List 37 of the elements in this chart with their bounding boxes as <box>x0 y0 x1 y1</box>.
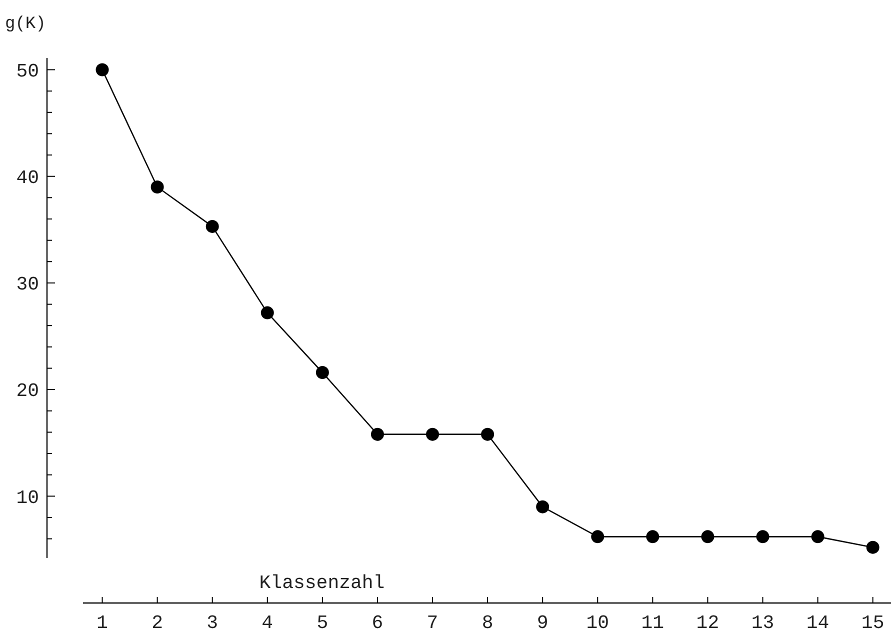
point <box>701 530 714 544</box>
point <box>591 530 604 544</box>
x-tick-label: 3 <box>206 612 218 634</box>
point <box>206 220 219 233</box>
x-tick-label: 15 <box>861 612 884 634</box>
point <box>756 530 770 544</box>
x-tick-label: 9 <box>536 612 548 634</box>
point <box>481 428 494 441</box>
y-tick-label: 10 <box>16 486 39 509</box>
point <box>96 63 109 76</box>
x-axis-title: Klassenzahl <box>259 572 385 594</box>
x-tick-label: 10 <box>586 612 610 634</box>
point <box>426 428 440 441</box>
x-tick-label: 13 <box>751 612 774 634</box>
x-tick-label: 12 <box>696 612 720 634</box>
y-tick-label: 20 <box>16 380 39 402</box>
x-tick-label: 8 <box>482 612 494 634</box>
x-tick-label: 2 <box>152 612 164 634</box>
x-tick-label: 7 <box>426 612 438 634</box>
x-tick-label: 5 <box>316 612 328 634</box>
point <box>370 428 384 441</box>
x-tick-label: 11 <box>641 612 664 634</box>
x-tick-label: 4 <box>262 612 274 634</box>
point <box>811 530 824 544</box>
y-tick-label: 50 <box>16 60 39 82</box>
point <box>150 180 164 194</box>
y-tick-label: 30 <box>16 274 39 296</box>
x-tick-label: 14 <box>806 612 830 634</box>
x-tick-label: 6 <box>372 612 384 634</box>
point <box>316 366 329 379</box>
point <box>866 540 880 554</box>
point <box>260 306 274 320</box>
y-tick-label: 40 <box>16 166 39 189</box>
x-tick-label: 1 <box>96 612 108 634</box>
y-axis-title: g(K) <box>5 15 46 34</box>
point <box>536 500 550 514</box>
point <box>646 530 660 544</box>
